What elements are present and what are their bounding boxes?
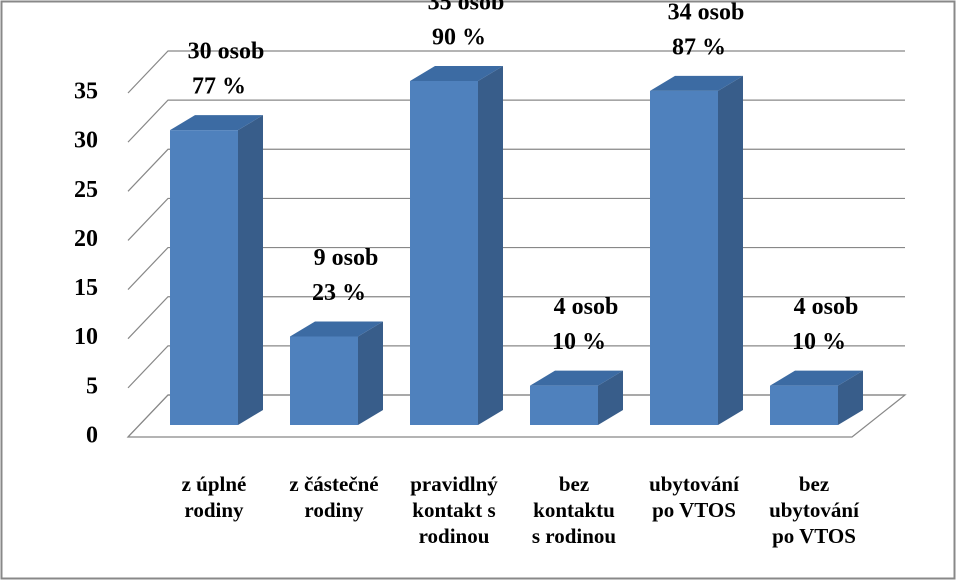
bar-top <box>170 115 263 131</box>
x-tick-label: pravidlný <box>410 472 498 496</box>
y-tick-label: 20 <box>74 226 98 252</box>
bar <box>410 66 503 425</box>
x-tick-label: rodiny <box>184 498 244 522</box>
x-tick-label: po VTOS <box>652 498 736 522</box>
value-label: 9 osob <box>314 245 379 271</box>
x-tick-label: kontaktu <box>533 498 615 522</box>
y-tick-label: 10 <box>74 324 98 350</box>
percent-label: 10 % <box>552 329 606 355</box>
y-tick-label: 25 <box>74 177 98 203</box>
value-label: 30 osob <box>188 39 265 65</box>
bar-top <box>650 75 743 91</box>
y-tick-label: 0 <box>86 423 98 449</box>
bar-front <box>530 385 598 425</box>
percent-label: 90 % <box>432 25 486 51</box>
bar <box>170 115 263 426</box>
percent-label: 77 % <box>192 74 246 100</box>
bar <box>530 370 623 425</box>
bar-front <box>650 90 718 425</box>
x-tick-label: z částečné <box>289 472 378 496</box>
bar-top <box>410 66 503 81</box>
bar-top <box>290 321 383 337</box>
y-tick-label: 30 <box>74 128 98 154</box>
bar-side <box>238 115 263 426</box>
x-tick-label: po VTOS <box>772 524 856 548</box>
value-label: 4 osob <box>794 294 859 320</box>
bar <box>650 75 743 425</box>
y-tick-label: 35 <box>74 79 98 105</box>
x-tick-label: ubytování <box>649 472 740 496</box>
x-tick-label: bez <box>799 472 829 496</box>
value-label: 34 osob <box>668 0 745 25</box>
bar-side <box>718 75 743 425</box>
bar <box>770 370 863 425</box>
bar-front <box>770 385 838 425</box>
bar-front <box>170 130 238 425</box>
x-tick-label: z úplné <box>182 472 247 496</box>
x-tick-label: kontakt s <box>412 498 495 522</box>
y-tick-label: 5 <box>86 373 98 399</box>
x-tick-label: rodiny <box>304 498 364 522</box>
bar-front <box>410 81 478 425</box>
bar-top <box>530 370 623 386</box>
x-tick-label: s rodinou <box>532 524 617 548</box>
bar <box>290 321 383 425</box>
bar-side <box>598 370 623 425</box>
percent-label: 87 % <box>672 34 726 60</box>
x-tick-label: ubytování <box>769 498 860 522</box>
bar-side <box>358 321 383 425</box>
y-tick-label: 15 <box>74 275 98 301</box>
x-tick-label: bez <box>559 472 589 496</box>
bar-side <box>838 370 863 425</box>
percent-label: 10 % <box>792 329 846 355</box>
value-label: 4 osob <box>554 294 619 320</box>
x-tick-label: rodinou <box>419 524 490 548</box>
percent-label: 23 % <box>312 280 366 306</box>
bar-side <box>478 66 503 425</box>
value-label: 35 osob <box>428 0 505 16</box>
bar-top <box>770 370 863 386</box>
grid-line <box>127 50 905 94</box>
bar-front <box>290 336 358 425</box>
